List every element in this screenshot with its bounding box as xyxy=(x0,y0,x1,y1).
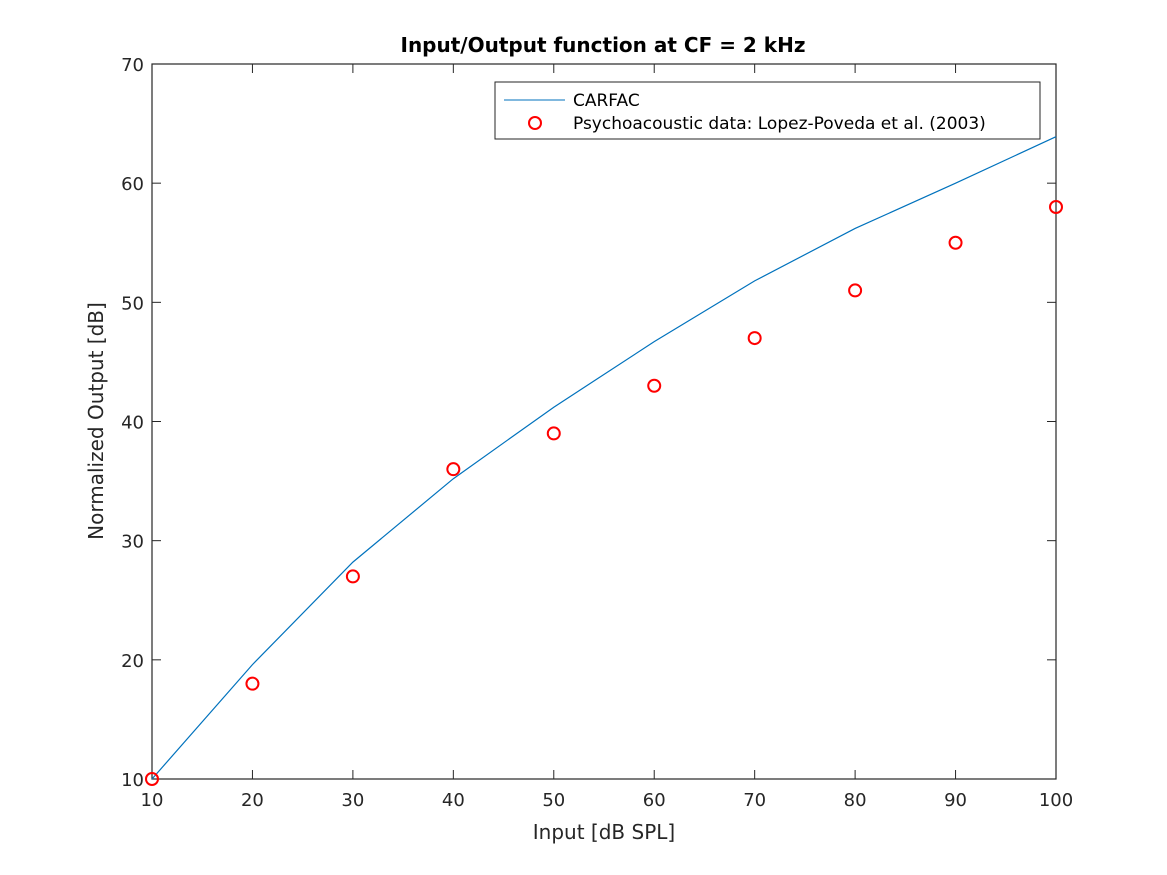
data-point-marker xyxy=(345,569,360,584)
y-tick-label: 10 xyxy=(121,770,144,791)
carfac-polyline xyxy=(151,136,1057,780)
data-point-marker xyxy=(446,462,461,477)
data-point-marker xyxy=(245,676,260,691)
y-axis-label: Normalized Output [dB] xyxy=(84,302,108,540)
x-tick-label: 20 xyxy=(241,790,264,811)
legend-entry-psychoacoustic: Psychoacoustic data: Lopez-Poveda et al.… xyxy=(573,114,986,134)
data-point-marker xyxy=(1049,200,1063,214)
x-axis: 10 20 30 40 50 60 70 80 90 100 xyxy=(141,64,1073,811)
legend: CARFAC Psychoacoustic data: Lopez-Poveda… xyxy=(494,81,1041,140)
y-tick-label: 20 xyxy=(121,651,144,672)
legend-box xyxy=(494,81,1041,140)
x-tick-label: 60 xyxy=(643,790,666,811)
y-tick-label: 50 xyxy=(121,293,144,314)
x-tick-label: 50 xyxy=(542,790,565,811)
x-tick-label: 100 xyxy=(1039,790,1073,811)
y-tick-label: 30 xyxy=(121,532,144,553)
y-tick-label: 60 xyxy=(121,174,144,195)
y-axis: 10 20 30 40 50 60 70 xyxy=(121,55,1056,791)
x-tick-label: 10 xyxy=(141,790,164,811)
carfac-line xyxy=(151,136,1057,780)
x-axis-label: Input [dB SPL] xyxy=(533,820,675,844)
x-tick-label: 90 xyxy=(944,790,967,811)
psychoacoustic-markers xyxy=(145,200,1063,786)
x-tick-label: 30 xyxy=(341,790,364,811)
data-point-marker xyxy=(647,378,662,393)
y-tick-label: 70 xyxy=(121,55,144,76)
data-point-marker xyxy=(848,283,863,298)
legend-entry-carfac: CARFAC xyxy=(573,91,640,111)
plot-area xyxy=(151,63,1057,780)
data-point-marker xyxy=(948,235,963,250)
legend-circle-icon xyxy=(528,116,542,130)
y-tick-label: 40 xyxy=(121,413,144,434)
data-point-marker xyxy=(747,331,762,346)
x-tick-label: 40 xyxy=(442,790,465,811)
chart-title: Input/Output function at CF = 2 kHz xyxy=(401,33,806,57)
x-tick-label: 70 xyxy=(743,790,766,811)
data-point-marker xyxy=(546,426,561,441)
data-point-marker xyxy=(145,772,159,786)
x-tick-label: 80 xyxy=(844,790,867,811)
